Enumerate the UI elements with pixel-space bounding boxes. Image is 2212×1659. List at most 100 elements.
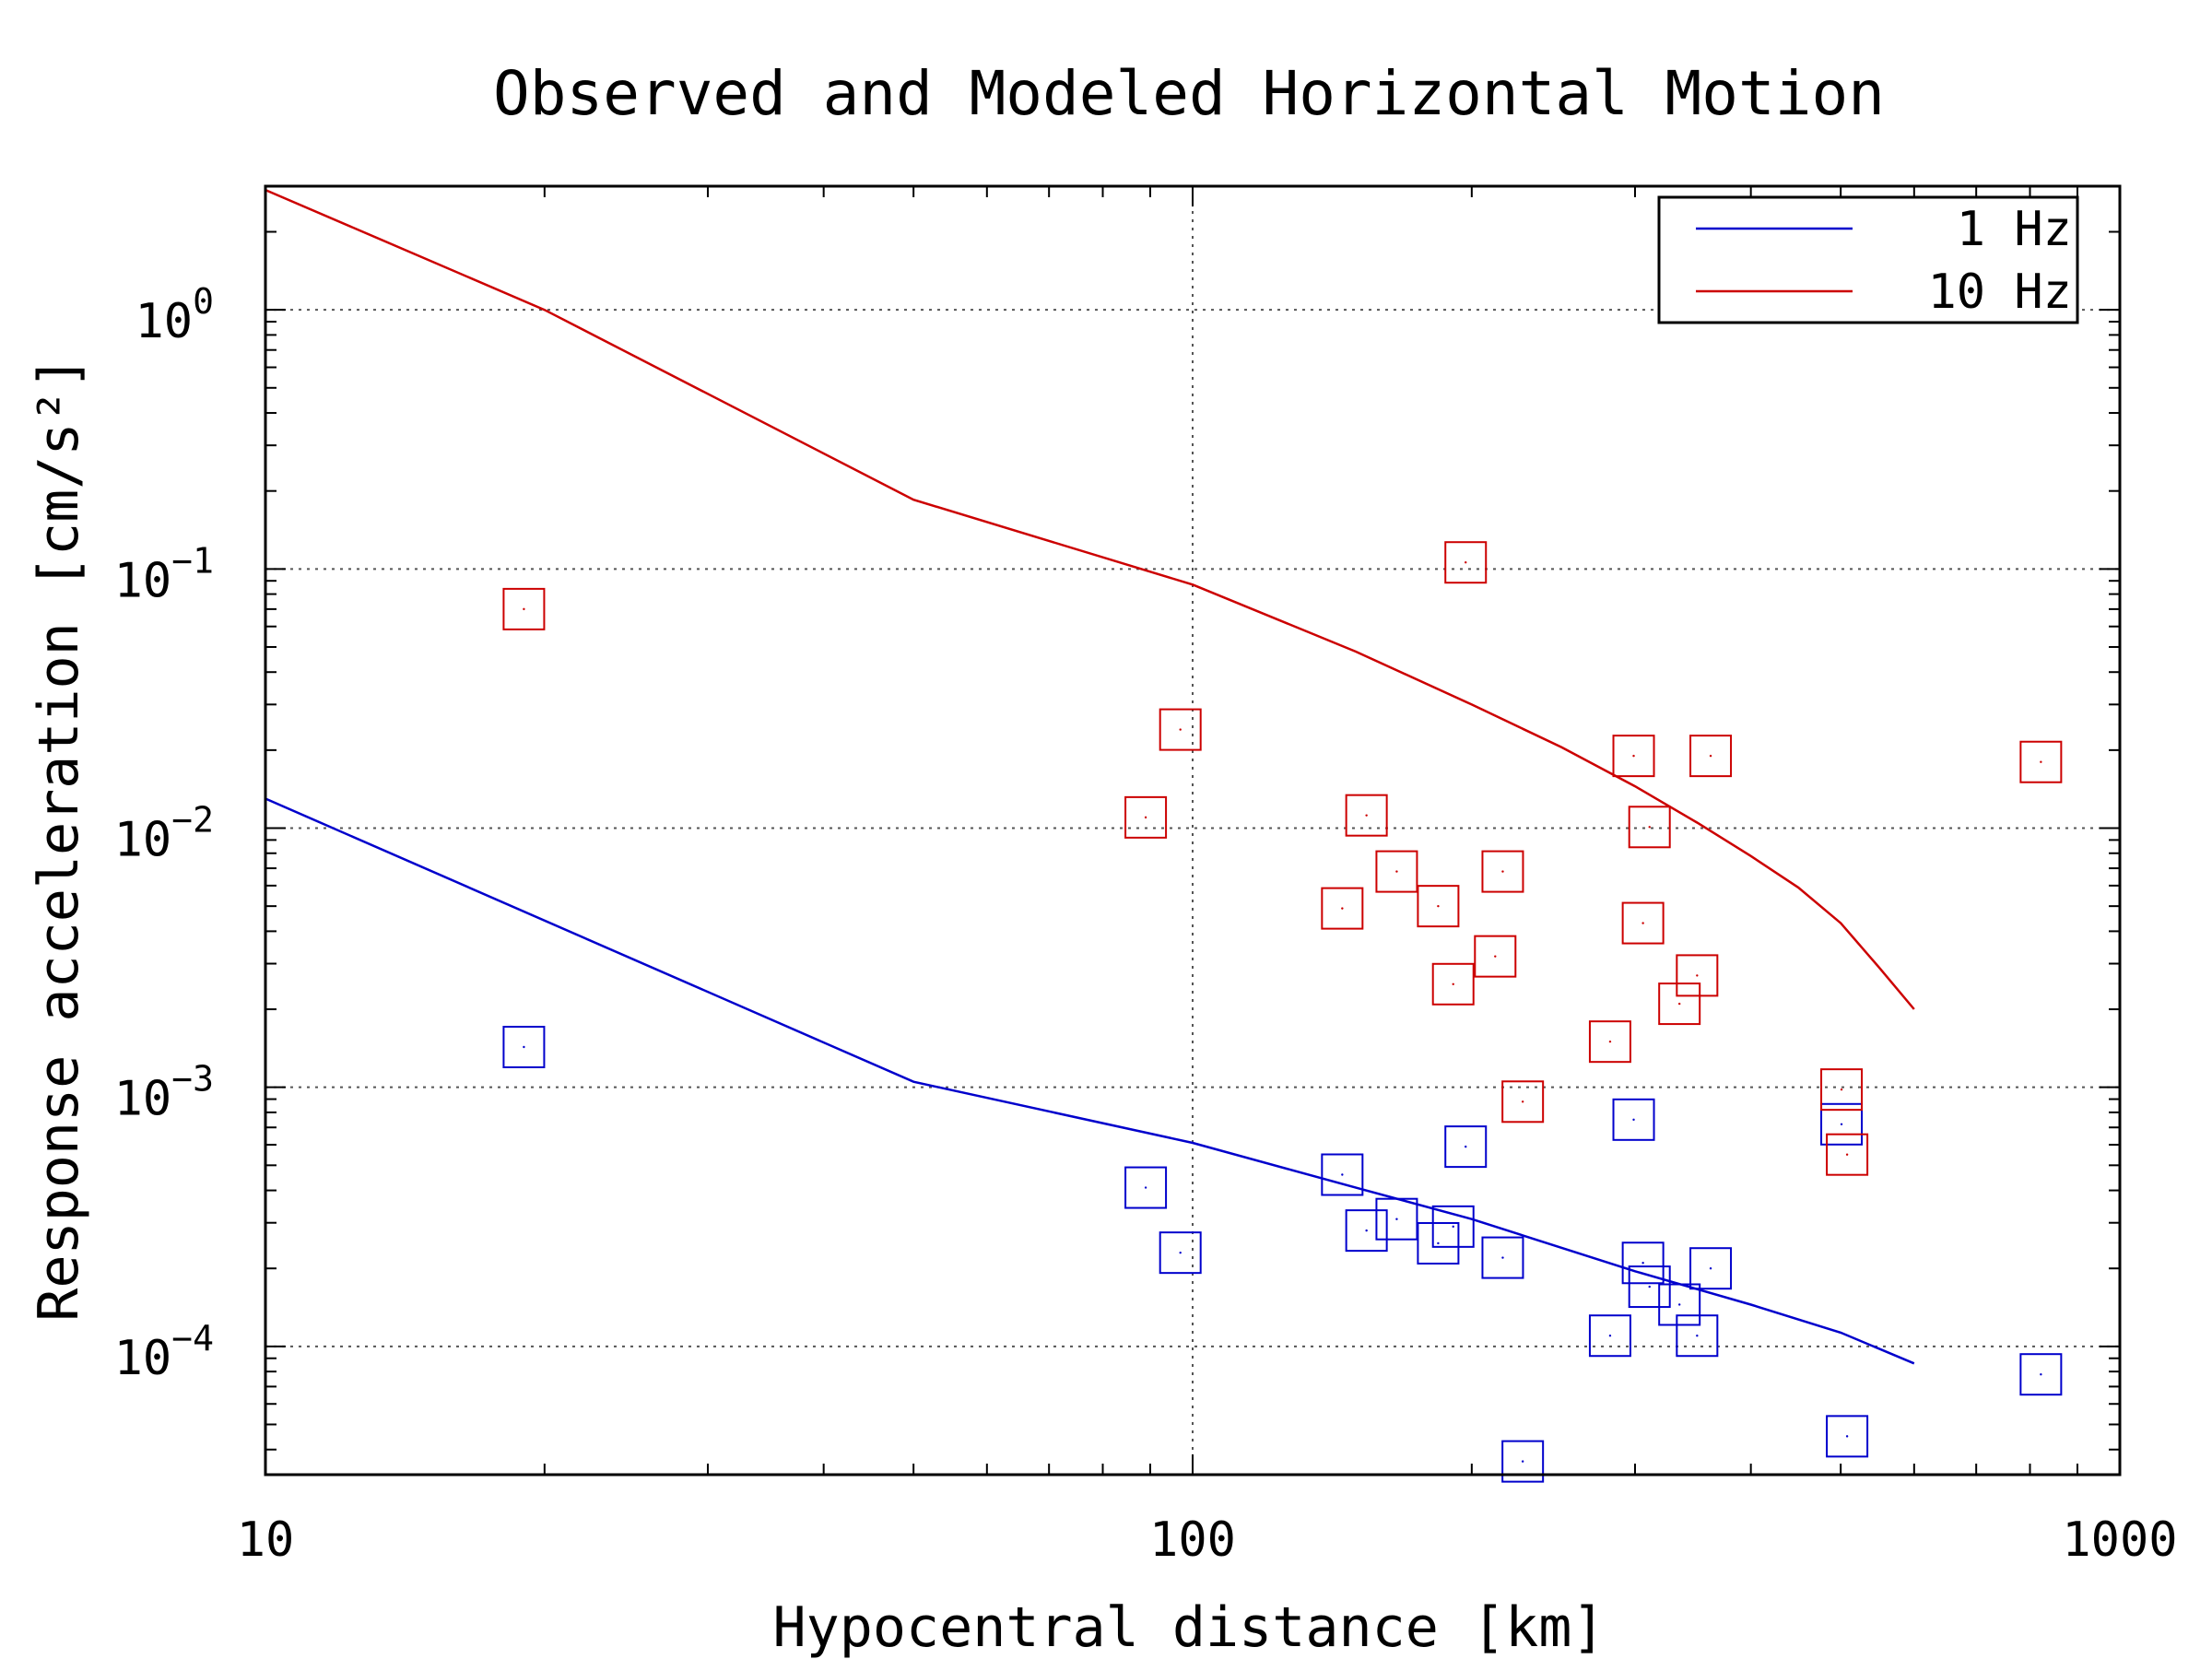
data-point <box>1621 1241 1665 1285</box>
data-point-center <box>1465 561 1467 564</box>
data-point-center <box>1608 1335 1612 1337</box>
data-point <box>2019 1353 2063 1396</box>
data-point-center <box>1696 974 1699 977</box>
data-point <box>1501 1080 1545 1124</box>
data-point-center <box>1641 1262 1644 1265</box>
data-point <box>1431 1205 1475 1248</box>
data-point-center <box>1365 1229 1368 1232</box>
data-point-center <box>1521 1460 1524 1463</box>
x-tick-labels: 10 100 1000 <box>237 1512 2178 1568</box>
legend: 1 Hz 10 Hz <box>1657 195 2079 324</box>
data-point <box>1159 1231 1202 1275</box>
data-point-center <box>1608 1040 1612 1043</box>
data-point <box>1689 735 1733 778</box>
y-tick-label: 100 <box>135 281 214 349</box>
data-point <box>1124 795 1168 839</box>
data-point-center <box>1648 826 1651 829</box>
data-point-center <box>523 1045 525 1049</box>
y-tick-label: 10−2 <box>114 800 214 868</box>
legend-box <box>1657 195 2079 324</box>
data-point <box>1444 541 1488 584</box>
data-point <box>502 587 546 630</box>
x-tick-label: 100 <box>1149 1512 1236 1568</box>
data-point <box>1159 708 1202 751</box>
data-point-center <box>1677 1303 1681 1306</box>
data-point <box>1124 1166 1168 1209</box>
data-point-center <box>1452 982 1454 985</box>
series-line-1-hz <box>265 797 1915 1365</box>
data-point <box>1628 1265 1671 1309</box>
data-point-center <box>1395 870 1398 873</box>
data-point <box>1676 954 1719 997</box>
data-point <box>1826 1415 1869 1458</box>
x-axis-label: Hypocentral distance [km] <box>772 1595 1605 1659</box>
data-point <box>1417 885 1460 928</box>
x-tick-label: 10 <box>237 1512 295 1568</box>
data-point <box>1612 1098 1655 1141</box>
data-point <box>1481 1236 1524 1279</box>
data-point <box>1431 962 1475 1006</box>
data-point-center <box>1341 907 1344 910</box>
observed-markers <box>502 541 2063 1483</box>
data-point <box>1417 1221 1460 1265</box>
data-point <box>1621 901 1665 945</box>
data-point <box>1588 1020 1631 1064</box>
data-point-center <box>1395 1218 1398 1220</box>
data-point-center <box>1501 870 1504 873</box>
data-point-center <box>1632 1118 1635 1122</box>
data-point-center <box>1465 1145 1467 1148</box>
data-point-center <box>1840 1123 1843 1125</box>
grid-lines <box>265 186 2120 1475</box>
data-point <box>1501 1440 1545 1483</box>
data-point-center <box>1709 1267 1712 1270</box>
x-tick-label: 1000 <box>2062 1512 2177 1568</box>
data-point-center <box>1144 1186 1147 1189</box>
model-curves <box>265 188 1915 1365</box>
data-point-center <box>1845 1153 1849 1156</box>
y-tick-label: 10−1 <box>114 540 214 608</box>
data-point <box>1345 1209 1388 1253</box>
data-point <box>1474 935 1517 978</box>
data-point <box>1826 1133 1869 1176</box>
data-point-center <box>2040 1373 2042 1376</box>
data-point-center <box>1648 1285 1651 1288</box>
data-point-center <box>1437 904 1440 908</box>
data-point-center <box>1845 1435 1849 1438</box>
data-point <box>1321 1153 1364 1196</box>
legend-label: 1 Hz <box>1957 202 2072 257</box>
data-point-center <box>1641 922 1644 924</box>
plot-area-frame <box>264 184 2122 1477</box>
data-point <box>1820 1102 1864 1146</box>
data-point-center <box>1179 1251 1182 1254</box>
data-point <box>1375 1197 1418 1241</box>
data-point <box>1820 1068 1864 1112</box>
data-point-center <box>1341 1173 1344 1176</box>
data-point <box>1444 1125 1488 1169</box>
data-point <box>2019 740 2063 783</box>
data-point-center <box>1144 816 1147 819</box>
data-point <box>1588 1314 1631 1358</box>
data-point-center <box>1494 955 1497 958</box>
y-tick-label: 10−3 <box>114 1059 214 1127</box>
data-point <box>1676 1314 1719 1358</box>
data-point-center <box>1521 1100 1524 1103</box>
legend-items: 1 Hz 10 Hz <box>1696 202 2072 320</box>
data-point-center <box>1632 754 1635 758</box>
y-axis-label: Response acceleration [cm/s²] <box>27 356 91 1322</box>
series-line-10-hz <box>265 188 1915 1010</box>
data-point-center <box>1677 1002 1681 1006</box>
data-point-center <box>1696 1335 1699 1337</box>
data-point <box>1658 982 1701 1026</box>
data-point <box>1345 794 1388 837</box>
data-point-center <box>1840 1088 1843 1091</box>
legend-label: 10 Hz <box>1927 265 2072 320</box>
data-point <box>1375 850 1418 893</box>
data-point-center <box>2040 760 2042 763</box>
data-point <box>502 1026 546 1069</box>
data-point <box>1689 1247 1733 1290</box>
data-point-center <box>523 607 525 611</box>
data-point-center <box>1437 1241 1440 1245</box>
data-point-center <box>1452 1225 1454 1229</box>
data-point <box>1612 735 1655 778</box>
